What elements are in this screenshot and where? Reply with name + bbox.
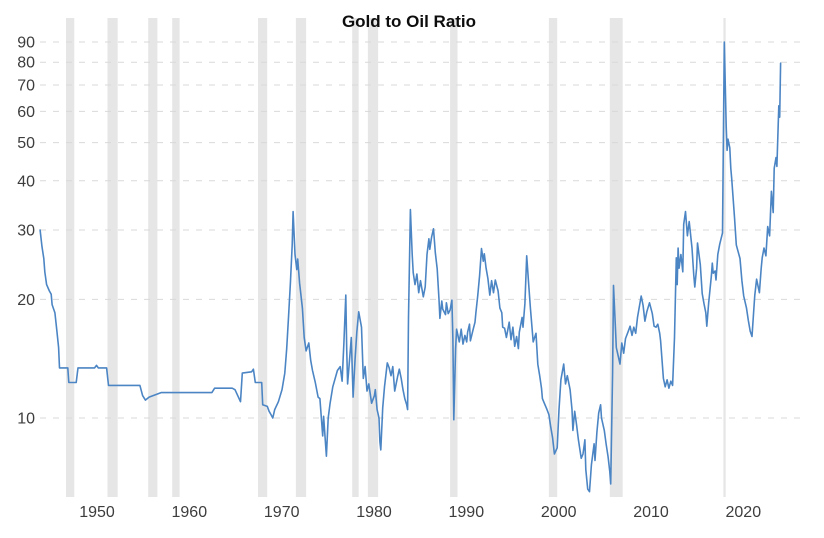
recession-band xyxy=(258,18,268,497)
x-axis-label: 1950 xyxy=(79,504,115,521)
y-axis-label: 30 xyxy=(17,223,35,240)
gridlines-layer xyxy=(40,41,800,419)
y-axis-label: 50 xyxy=(17,135,35,152)
recession-band xyxy=(107,18,118,497)
gold-oil-ratio-line xyxy=(39,41,782,493)
y-axis-label: 60 xyxy=(17,104,35,121)
x-axis-label: 2020 xyxy=(726,504,762,521)
y-axis-label: 80 xyxy=(17,55,35,72)
x-axis-label: 1970 xyxy=(264,504,300,521)
x-axis-labels: 1950 1960 1970 1980 1990 2000 2010 2020 xyxy=(79,504,761,521)
x-axis-label: 1980 xyxy=(356,504,392,521)
recession-band xyxy=(367,18,379,497)
y-axis-label: 40 xyxy=(17,173,35,190)
y-axis-label: 90 xyxy=(17,35,35,52)
x-axis-label: 1960 xyxy=(172,504,208,521)
recession-band xyxy=(723,18,726,497)
y-axis-labels: 90 80 70 60 50 40 30 20 10 xyxy=(17,35,35,428)
recession-band xyxy=(172,18,180,497)
recession-band xyxy=(450,18,458,497)
chart-title: Gold to Oil Ratio xyxy=(342,12,476,31)
recession-band xyxy=(66,18,75,497)
x-axis-label: 2010 xyxy=(633,504,669,521)
y-axis-label: 70 xyxy=(17,78,35,95)
x-axis-label: 2000 xyxy=(541,504,577,521)
y-axis-label: 10 xyxy=(17,411,35,428)
recession-bands-layer xyxy=(66,18,726,497)
y-axis-label: 20 xyxy=(17,292,35,309)
ratio-line-layer xyxy=(39,41,782,493)
recession-band xyxy=(548,18,558,497)
recession-band xyxy=(352,18,359,497)
recession-band xyxy=(148,18,158,497)
recession-band xyxy=(295,18,307,497)
x-axis-label: 1990 xyxy=(449,504,485,521)
